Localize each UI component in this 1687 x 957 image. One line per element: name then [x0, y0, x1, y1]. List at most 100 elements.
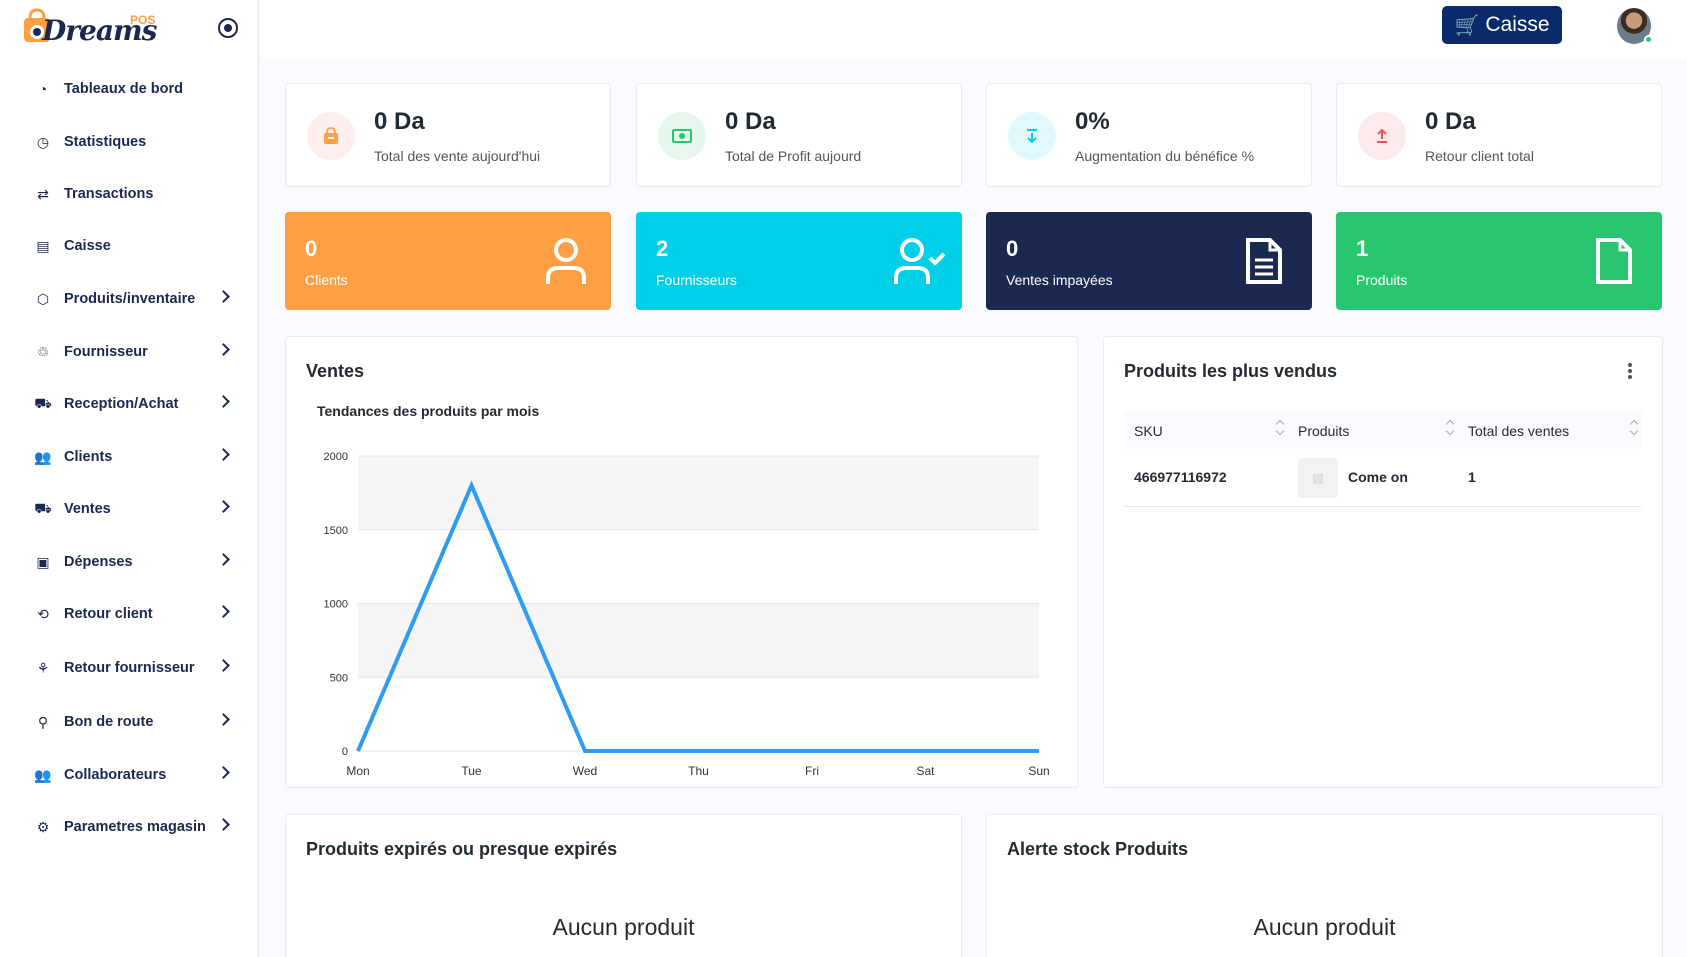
- chevron-right-icon: [217, 553, 230, 566]
- count-value: 1: [1356, 236, 1369, 261]
- stat-card: 0% Augmentation du bénéfice %: [986, 83, 1312, 187]
- data-point: [584, 750, 586, 752]
- sales-panel: Ventes Tendances des produits par mois 0 5…: [285, 336, 1078, 788]
- sidebar-item-label: Caisse: [64, 238, 111, 254]
- sidebar-item-statistiques[interactable]: ◷ Statistiques: [34, 127, 234, 157]
- sidebar-item-transactions[interactable]: ⇄ Transactions: [34, 179, 234, 209]
- sidebar-item-fournisseur[interactable]: ♲ Fournisseur: [34, 337, 234, 367]
- chevron-right-icon: [217, 713, 230, 726]
- count-label: Fournisseurs: [656, 272, 737, 288]
- count-card-clients[interactable]: 0 Clients: [285, 212, 611, 310]
- stat-value: 0 Da: [1425, 108, 1476, 135]
- online-status-dot: [1644, 35, 1653, 44]
- y-tick-label: 0: [342, 746, 348, 758]
- file-icon: [1594, 236, 1640, 286]
- team-icon: 👥: [34, 766, 52, 783]
- logo-badge: POS: [130, 13, 156, 27]
- chart-grid-band: [358, 603, 1039, 678]
- stat-label: Augmentation du bénéfice %: [1075, 148, 1255, 164]
- sort-icon[interactable]: [1447, 421, 1455, 435]
- sidebar-item-label: Fournisseur: [64, 344, 148, 360]
- chevron-right-icon: [217, 605, 230, 618]
- stat-card: 0 Da Retour client total: [1336, 83, 1662, 187]
- cash-register-icon: ▤: [36, 237, 50, 254]
- count-value: 0: [305, 236, 318, 261]
- count-card-ventes-impay-es[interactable]: 0 Ventes impayées: [986, 212, 1312, 310]
- sidebar-item-label: Ventes: [64, 501, 111, 517]
- count-card-produits[interactable]: 1 Produits: [1336, 212, 1662, 310]
- x-tick-label: Wed: [573, 764, 597, 778]
- sidebar-item-reception-achat[interactable]: ⛟ Reception/Achat: [34, 389, 234, 419]
- clock-chart-icon: ◷: [36, 133, 50, 150]
- stat-label: Total des vente aujourd'hui: [374, 148, 541, 164]
- dashboard-icon: ◔: [38, 81, 48, 97]
- count-label: Clients: [305, 272, 348, 288]
- sidebar-item-label: Parametres magasin: [64, 819, 206, 835]
- sidebar-item-label: Tableaux de bord: [64, 81, 183, 97]
- caisse-button[interactable]: 🛒 Caisse: [1442, 6, 1562, 44]
- cell-sku: 466977116972: [1134, 469, 1227, 485]
- chevron-right-icon: [217, 290, 230, 303]
- table-row[interactable]: 466977116972 ▨ Come on 1: [1124, 449, 1642, 507]
- chevron-right-icon: [217, 343, 230, 356]
- data-point: [811, 750, 813, 752]
- logo[interactable]: Dreams POS: [0, 0, 180, 60]
- shopping-bag-logo-icon: [24, 8, 50, 42]
- sidebar-item-retour-client[interactable]: ⟲ Retour client: [34, 599, 234, 629]
- chevron-right-icon: [217, 448, 230, 461]
- sidebar-item-produits-inventaire[interactable]: ⬡ Produits/inventaire: [34, 284, 234, 314]
- return-client-icon: ⟲: [37, 605, 49, 622]
- count-card-fournisseurs[interactable]: 2 Fournisseurs: [636, 212, 962, 310]
- x-tick-label: Fri: [805, 764, 819, 778]
- data-point: [925, 750, 926, 752]
- stock-alert-title: Alerte stock Produits: [1007, 839, 1189, 859]
- sidebar-item-label: Retour client: [64, 606, 153, 622]
- x-tick-label: Sun: [1028, 764, 1049, 778]
- y-tick-label: 2000: [324, 451, 348, 463]
- cell-total: 1: [1468, 469, 1476, 485]
- sidebar-toggle-button[interactable]: [218, 18, 238, 38]
- column-header-products[interactable]: Produits: [1298, 423, 1350, 439]
- sidebar-item-bon-de-route[interactable]: ⚲ Bon de route: [34, 707, 234, 737]
- cart-icon: ⛟: [34, 499, 52, 516]
- return-supplier-icon: ⚘: [36, 659, 50, 676]
- more-options-icon[interactable]: [1628, 363, 1632, 379]
- sidebar-item-ventes[interactable]: ⛟ Ventes: [34, 494, 234, 524]
- transfer-icon: ⇄: [37, 185, 49, 202]
- shopping-cart-icon: ⛟: [34, 394, 52, 411]
- column-header-total-sales[interactable]: Total des ventes: [1468, 423, 1570, 439]
- wallet-icon: ▣: [36, 553, 50, 570]
- chart-grid-band: [358, 456, 1039, 530]
- sort-icon[interactable]: [1631, 421, 1639, 435]
- logo-text: Dreams: [42, 14, 157, 47]
- sidebar-item-label: Collaborateurs: [64, 767, 167, 783]
- sort-icon[interactable]: [1277, 421, 1285, 435]
- caisse-button-label: Caisse: [1485, 13, 1550, 36]
- shopping-bag-icon: [307, 112, 355, 160]
- data-point: [357, 750, 359, 752]
- sidebar-item-collaborateurs[interactable]: 👥 Collaborateurs: [34, 760, 234, 790]
- column-header-sku[interactable]: SKU: [1134, 423, 1163, 439]
- stock-alert-panel: Alerte stock Produits Aucun produit: [986, 814, 1663, 957]
- supplier-icon: ♲: [36, 343, 50, 360]
- chart-title: Tendances des produits par mois: [317, 403, 539, 419]
- sidebar-item-label: Transactions: [64, 186, 154, 202]
- stat-card: 0 Da Total de Profit aujourd: [636, 83, 962, 187]
- x-tick-label: Mon: [346, 764, 369, 778]
- table-header: SKU Produits Total des ventes: [1124, 411, 1642, 449]
- sidebar-item-label: Produits/inventaire: [64, 291, 196, 307]
- sidebar-item-caisse[interactable]: ▤ Caisse: [34, 231, 234, 261]
- x-tick-label: Tue: [461, 764, 482, 778]
- product-image-placeholder-icon: ▨: [1298, 458, 1338, 498]
- box-icon: ⬡: [36, 290, 50, 307]
- sidebar-item-parametres-magasin[interactable]: ⚙ Parametres magasin: [34, 812, 234, 842]
- x-tick-label: Sat: [916, 764, 935, 778]
- sidebar-item-clients[interactable]: 👥 Clients: [34, 442, 234, 472]
- sidebar-item-label: Bon de route: [64, 714, 154, 730]
- count-label: Ventes impayées: [1006, 272, 1113, 288]
- sidebar-item-retour-fournisseur[interactable]: ⚘ Retour fournisseur: [34, 653, 234, 683]
- sidebar-item-d-penses[interactable]: ▣ Dépenses: [34, 547, 234, 577]
- chevron-right-icon: [217, 395, 230, 408]
- stat-value: 0 Da: [725, 108, 776, 135]
- sidebar-item-tableaux-de-bord[interactable]: ◔ Tableaux de bord: [34, 74, 234, 104]
